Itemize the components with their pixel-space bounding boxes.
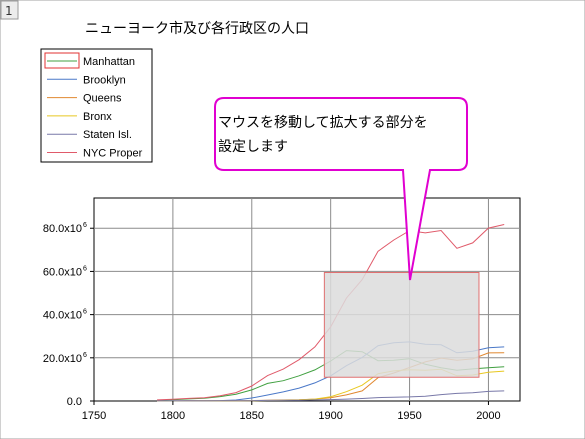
y-tick-label: 0.0 bbox=[67, 396, 82, 408]
legend-label-brooklyn: Brooklyn bbox=[83, 74, 126, 86]
legend-label-nyc-proper: NYC Proper bbox=[83, 148, 143, 160]
callout-text-line2: 設定します bbox=[218, 139, 288, 155]
callout-text-line1: マウスを移動して拡大する部分を bbox=[218, 115, 428, 131]
y-axis: 0.020.0x10 640.0x10 660.0x10 680.0x10 6 bbox=[43, 222, 94, 408]
y-tick-mantissa: 80.0x10 bbox=[43, 223, 82, 235]
y-tick-label: 40.0x10 bbox=[43, 310, 82, 322]
series-line-staten-isl bbox=[157, 390, 505, 402]
y-tick-mantissa: 20.0x10 bbox=[43, 353, 82, 365]
legend-label-manhattan: Manhattan bbox=[83, 56, 135, 68]
x-tick-label: 2000 bbox=[476, 410, 500, 422]
legend-label-staten-isl: Staten Isl. bbox=[83, 129, 132, 141]
y-tick-exponent: 6 bbox=[83, 352, 87, 359]
x-axis: 1750 1800 1850 1900 1950 2000 bbox=[82, 401, 501, 422]
x-tick-label: 1800 bbox=[161, 410, 185, 422]
y-tick-mantissa: 40.0x10 bbox=[43, 310, 82, 322]
x-tick-label: 1950 bbox=[397, 410, 421, 422]
callout-balloon bbox=[214, 97, 468, 281]
page-badge-box bbox=[0, 0, 19, 20]
y-tick-exponent: 6 bbox=[83, 265, 87, 272]
y-tick-label: 80.0x10 bbox=[43, 223, 82, 235]
callout: マウスを移動して拡大する部分を 設定します bbox=[214, 97, 468, 281]
chart-title: ニューヨーク市及び各行政区の人口 bbox=[85, 20, 309, 37]
zoom-selection-rect[interactable] bbox=[323, 272, 480, 378]
legend-label-queens: Queens bbox=[83, 93, 122, 105]
y-tick-exponent: 6 bbox=[83, 222, 87, 229]
legend-label-bronx: Bronx bbox=[83, 111, 112, 123]
x-tick-label: 1850 bbox=[240, 410, 264, 422]
y-tick-label: 20.0x10 bbox=[43, 353, 82, 365]
y-tick-mantissa: 60.0x10 bbox=[43, 266, 82, 278]
legend: Manhattan Brooklyn Queens Bronx Staten Isl. N… bbox=[40, 48, 153, 163]
page-badge: 1 bbox=[0, 0, 19, 20]
legend-selected-marker bbox=[44, 52, 80, 69]
y-tick-mantissa: 0.0 bbox=[67, 396, 82, 408]
x-tick-label: 1900 bbox=[318, 410, 342, 422]
x-tick-label: 1750 bbox=[82, 410, 106, 422]
y-tick-label: 60.0x10 bbox=[43, 266, 82, 278]
page-number: 1 bbox=[5, 4, 13, 18]
y-tick-exponent: 6 bbox=[83, 309, 87, 316]
